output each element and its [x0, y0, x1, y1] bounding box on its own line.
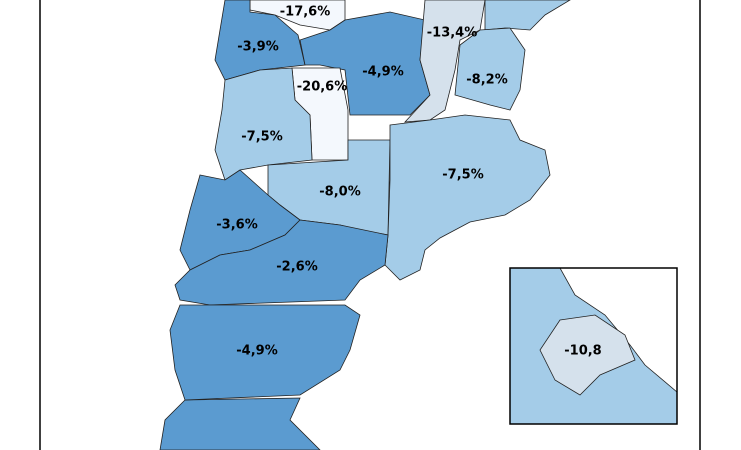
province-label: -4,9%: [236, 344, 277, 359]
province: [404, 0, 486, 123]
inset-label: -10,8: [564, 344, 601, 359]
province: [299, 11, 431, 116]
province: [174, 219, 389, 306]
province-label: -3,9%: [237, 40, 278, 55]
province: [384, 114, 551, 281]
province: [454, 27, 526, 111]
province-label: -7,5%: [442, 168, 483, 183]
province: [484, 0, 571, 31]
province-label: -17,6%: [280, 5, 331, 20]
inset: -10,8: [509, 267, 678, 425]
province-label: -2,6%: [276, 260, 317, 275]
province-label: -20,6%: [297, 80, 348, 95]
province: [169, 304, 361, 401]
province-label: -13,4%: [427, 26, 478, 41]
province-label: -4,9%: [362, 65, 403, 80]
province: [249, 0, 346, 31]
inset-frame: [509, 267, 678, 425]
inset-district: [539, 314, 636, 396]
province: [214, 67, 313, 181]
province-label: -7,5%: [241, 130, 282, 145]
province-label: -8,2%: [466, 73, 507, 88]
province: [159, 397, 321, 450]
province-label: -8,0%: [319, 185, 360, 200]
province-label: -3,6%: [216, 218, 257, 233]
